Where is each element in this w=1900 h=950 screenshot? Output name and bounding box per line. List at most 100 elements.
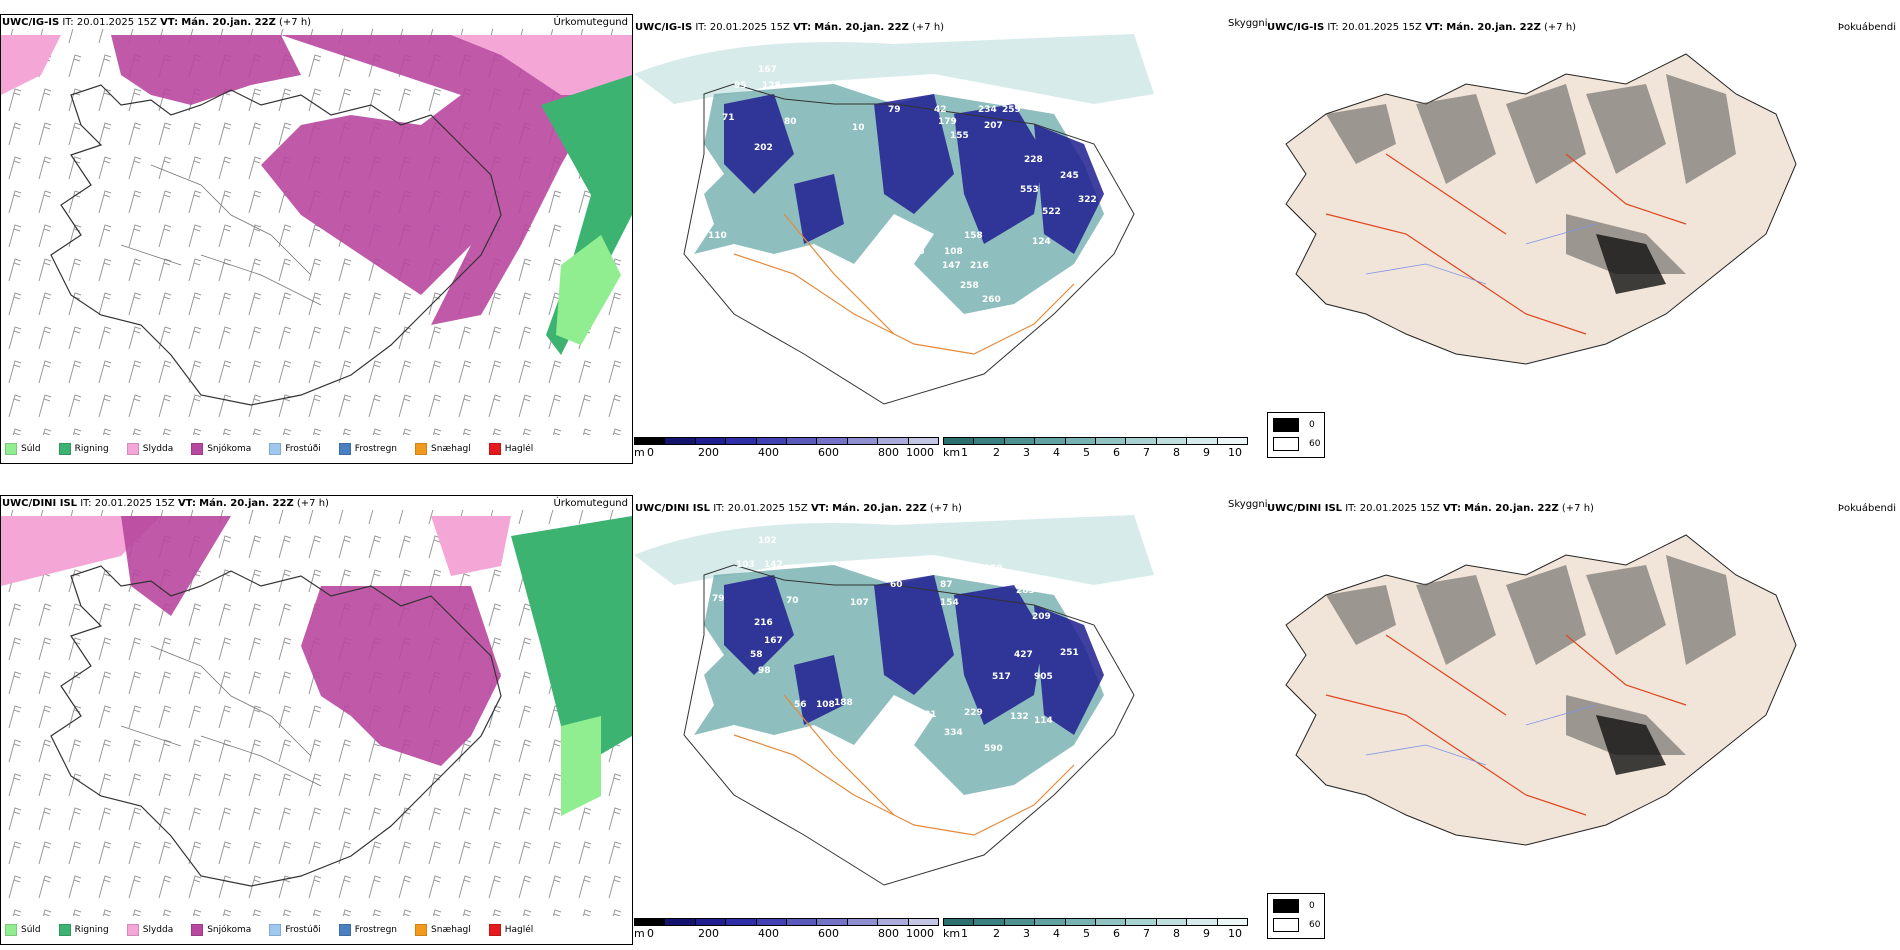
legend-swatch <box>5 443 17 455</box>
ceiling-label: 216 <box>754 618 773 628</box>
legend-swatch <box>126 924 139 936</box>
ceiling-label: 259 <box>1002 105 1021 115</box>
visibility-map: 167 95 128 71 80 202 79 10 42 179 155 23… <box>634 34 1154 405</box>
legend-item: Frostregn <box>338 924 397 936</box>
colorbar-tick: 10 <box>1228 446 1242 459</box>
panel-type-label: Skyggni <box>1228 499 1268 510</box>
fog-legend-item: 0 <box>1273 899 1315 913</box>
colorbar-cell <box>787 438 818 444</box>
ceiling-label: 229 <box>964 708 983 718</box>
colorbar-tick: 9 <box>1203 446 1210 459</box>
ceiling-label: 70 <box>786 596 799 606</box>
ceiling-label: 256 <box>998 576 1017 586</box>
colorbar-cell <box>695 438 727 444</box>
colorbar-cell <box>817 438 848 444</box>
ceiling-label: 905 <box>1034 672 1053 682</box>
legend-swatch <box>58 443 71 455</box>
ceiling-label: 553 <box>1020 185 1039 195</box>
ceiling-label: 110 <box>708 231 727 241</box>
legend-swatch <box>58 924 71 936</box>
ceiling-label: 188 <box>834 698 853 708</box>
legend-swatch <box>5 924 17 936</box>
colorbar-cell <box>665 919 696 925</box>
colorbar-cell <box>1126 438 1157 444</box>
colorbar-cell <box>1096 919 1127 925</box>
legend-item: Rigning <box>58 443 109 455</box>
ceiling-label: 142 <box>764 560 783 570</box>
legend-item: Súld <box>5 443 41 455</box>
colorbar-tick: 200 <box>698 927 719 940</box>
colorbar-tick: 800 <box>878 446 899 459</box>
legend-swatch <box>1273 418 1299 432</box>
colorbar-cell <box>665 438 696 444</box>
legend-item: Frostúði <box>269 443 321 455</box>
legend-item: Frostregn <box>338 443 397 455</box>
precip-legend: Súld Rigning Slydda Snjókoma Frostúði Fr… <box>5 443 545 455</box>
colorbar-cell <box>1035 919 1066 925</box>
ceiling-label: 167 <box>764 636 783 646</box>
visibility-map: 102 103 142 79 70 216 167 58 98 107 60 8… <box>634 515 1154 886</box>
colorbar-cell <box>847 438 879 444</box>
ceiling-label: 258 <box>960 281 979 291</box>
ceiling-label: 87 <box>940 580 953 590</box>
ceiling-label: 58 <box>750 650 763 660</box>
colorbar-cell <box>756 438 788 444</box>
colorbar-tick: 10 <box>1228 927 1242 940</box>
colorbar-cell <box>1217 438 1248 444</box>
visibility-colorbar: km 1 2 3 4 5 6 7 8 9 10 <box>943 918 1248 940</box>
colorbar-tick: 400 <box>758 446 779 459</box>
ceiling-colorbar: m 0 200 400 600 800 1000 <box>634 918 939 940</box>
colorbar-cell <box>1004 438 1036 444</box>
fog-legend: 0 60 <box>1267 893 1325 939</box>
ceiling-label: 95 <box>734 81 747 91</box>
legend-item: Slydda <box>126 924 173 936</box>
fog-panel-top: UWC/IG-IS IT: 20.01.2025 15Z VT: Mán. 20… <box>1266 14 1900 464</box>
fog-map <box>1285 53 1797 365</box>
ceiling-label: 207 <box>984 121 1003 131</box>
colorbar-cell <box>726 919 757 925</box>
colorbar-tick: 7 <box>1143 446 1150 459</box>
colorbar-cell <box>908 438 939 444</box>
ceiling-label: 51 <box>664 243 677 253</box>
ceiling-colorbar: m 0 200 400 600 800 1000 <box>634 437 939 459</box>
ceiling-label: 251 <box>1060 648 1079 658</box>
colorbar-tick: 8 <box>1173 446 1180 459</box>
colorbar-cell <box>944 438 975 444</box>
legend-swatch <box>1273 899 1299 913</box>
legend-item: Snæhagl <box>415 924 471 936</box>
panel-title: UWC/IG-IS IT: 20.01.2025 15Z VT: Mán. 20… <box>635 22 945 33</box>
ceiling-label: 102 <box>758 536 777 546</box>
fog-map <box>1285 534 1797 846</box>
ceiling-label: 107 <box>850 598 869 608</box>
colorbar-unit: m <box>634 446 645 459</box>
colorbar-tick: 1000 <box>906 446 934 459</box>
legend-swatch <box>191 924 204 936</box>
ceiling-label: 103 <box>736 560 755 570</box>
ceiling-label: 202 <box>754 143 773 153</box>
colorbar-tick: 1 <box>961 446 968 459</box>
colorbar-cell <box>1065 438 1097 444</box>
colorbar-tick: 5 <box>1083 446 1090 459</box>
fog-legend-item: 60 <box>1273 437 1320 451</box>
colorbar-tick: 5 <box>1083 927 1090 940</box>
legend-item: Haglél <box>488 443 533 455</box>
legend-swatch <box>191 443 204 455</box>
ceiling-label: 158 <box>964 231 983 241</box>
fog-legend-item: 0 <box>1273 418 1315 432</box>
ceiling-label: 124 <box>1032 237 1051 247</box>
colorbar-cell <box>944 919 975 925</box>
ceiling-label: 147 <box>942 261 961 271</box>
legend-item: Snæhagl <box>415 443 471 455</box>
legend-item: Frostúði <box>269 924 321 936</box>
colorbar-cell <box>635 438 666 444</box>
colorbar-cell <box>847 919 879 925</box>
legend-swatch <box>338 443 351 455</box>
ceiling-label: 245 <box>1060 171 1079 181</box>
colorbar-tick: 600 <box>818 446 839 459</box>
ceiling-label: 42 <box>934 105 947 115</box>
colorbar-unit: km <box>943 446 961 459</box>
ceiling-label: 132 <box>1010 712 1029 722</box>
colorbar-cell <box>1004 919 1036 925</box>
ceiling-label: 79 <box>712 594 725 604</box>
panel-title: UWC/IG-IS IT: 20.01.2025 15Z VT: Mán. 20… <box>2 17 312 28</box>
